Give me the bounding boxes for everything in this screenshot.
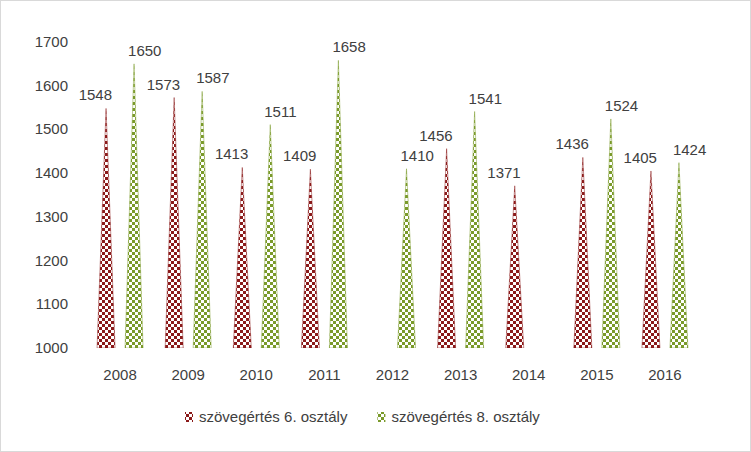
data-labels: 1548 1573 1413 1409 1456 1371 1436 1405 1650 1587… <box>79 38 707 180</box>
data-label: 1587 <box>196 69 229 86</box>
cone-bar <box>233 167 251 348</box>
cone-bar <box>574 157 592 348</box>
cone-bar <box>165 98 183 348</box>
x-tick-label: 2013 <box>444 366 477 383</box>
x-tick-label: 2015 <box>580 366 613 383</box>
cone-bar <box>438 149 456 348</box>
cone-bar <box>329 60 347 348</box>
x-tick-label: 2016 <box>648 366 681 383</box>
legend-swatch <box>185 412 193 422</box>
data-label: 1511 <box>264 103 296 120</box>
y-tick-label: 1200 <box>35 252 68 269</box>
cone-bar <box>466 112 484 348</box>
data-label: 1658 <box>332 38 365 55</box>
data-label: 1424 <box>673 141 706 158</box>
y-tick-label: 1300 <box>35 208 68 225</box>
cone-bar <box>261 125 279 348</box>
cone-bar <box>602 119 620 348</box>
legend-label: szövegértés 6. osztály <box>199 408 348 425</box>
cone-bar <box>670 163 688 348</box>
cone-bar <box>125 64 143 348</box>
x-tick-label: 2010 <box>240 366 273 383</box>
y-tick-label: 1700 <box>35 33 68 50</box>
cone-bar <box>301 169 319 348</box>
data-label: 1371 <box>487 164 520 181</box>
x-tick-label: 2008 <box>103 366 136 383</box>
legend-label: szövegértés 8. osztály <box>391 408 540 425</box>
y-tick-label: 1600 <box>35 77 68 94</box>
data-label: 1548 <box>79 86 112 103</box>
cone-bar <box>506 186 524 348</box>
chart-border <box>1 1 751 452</box>
data-label: 1409 <box>283 147 316 164</box>
x-tick-label: 2011 <box>308 366 340 383</box>
y-tick-label: 1400 <box>35 164 68 181</box>
chart: 1000 1100 1200 1300 1400 1500 1600 1700 2008 2009… <box>0 0 751 452</box>
data-label: 1436 <box>555 135 588 152</box>
marks <box>97 60 688 348</box>
data-label: 1405 <box>624 149 657 166</box>
data-label: 1650 <box>128 42 161 59</box>
cone-bar <box>97 108 115 348</box>
data-label: 1541 <box>469 90 502 107</box>
x-tick-label: 2012 <box>376 366 409 383</box>
x-tick-label: 2009 <box>171 366 204 383</box>
y-tick-label: 1000 <box>35 339 68 356</box>
data-label: 1413 <box>215 145 248 162</box>
legend: szövegértés 6. osztály szövegértés 8. osz… <box>185 408 540 425</box>
legend-swatch <box>377 412 385 422</box>
cone-bar <box>193 91 211 348</box>
x-tick-label: 2014 <box>512 366 545 383</box>
cone-bar <box>398 169 416 348</box>
data-label: 1524 <box>605 97 638 114</box>
data-label: 1456 <box>419 127 452 144</box>
y-tick-label: 1500 <box>35 120 68 137</box>
data-label: 1410 <box>401 147 434 164</box>
cone-bar <box>642 171 660 348</box>
y-tick-label: 1100 <box>36 295 68 312</box>
data-label: 1573 <box>147 76 180 93</box>
